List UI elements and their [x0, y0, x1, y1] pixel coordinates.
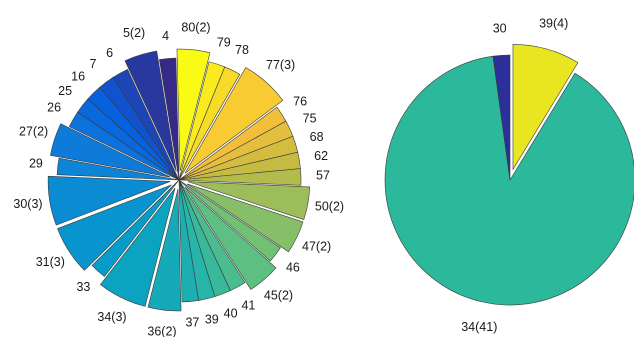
slice-label-left-26: 16 [71, 69, 85, 83]
slice-label-left-16: 37 [185, 316, 199, 330]
pie-slice-left-16 [178, 179, 199, 303]
slice-label-left-6: 68 [310, 130, 324, 144]
slice-label-left-21: 30(3) [13, 197, 42, 211]
slice-label-left-20: 31(3) [36, 255, 65, 269]
slice-label-left-10: 47(2) [302, 239, 331, 253]
slice-label-left-24: 26 [47, 101, 61, 115]
pie-slice-left-2 [178, 66, 241, 181]
pie-slice-left-12 [184, 186, 277, 290]
pie-slice-left-29 [124, 50, 177, 172]
slice-label-left-0: 80(2) [181, 20, 210, 34]
slice-label-right-1: 34(41) [461, 320, 497, 334]
pie-slice-left-3 [184, 67, 284, 174]
slice-label-left-17: 36(2) [147, 324, 176, 337]
slice-label-left-25: 25 [58, 84, 72, 98]
pie-slice-right-2 [492, 54, 511, 181]
pie-slice-left-22 [56, 157, 180, 181]
slice-label-left-28: 6 [106, 46, 113, 60]
slice-label-left-12: 45(2) [264, 288, 293, 302]
slice-label-left-18: 34(3) [97, 310, 126, 324]
slice-label-right-2: 30 [493, 22, 507, 36]
pie-slice-left-0 [176, 48, 211, 172]
slice-label-left-11: 46 [286, 260, 300, 274]
slice-label-left-4: 76 [293, 94, 307, 108]
pie-slice-left-9 [187, 181, 311, 220]
slice-label-left-13: 41 [241, 298, 255, 312]
pie-slice-right-1 [384, 55, 634, 306]
pie-slice-left-20 [57, 184, 172, 271]
slice-label-left-15: 39 [205, 312, 219, 326]
pie-chart-left: 80(2)797877(3)767568625750(2)47(2)4645(2… [13, 20, 344, 337]
pie-slice-left-17 [147, 188, 182, 312]
pie-slice-left-21 [47, 175, 171, 226]
pie-slice-left-11 [178, 179, 281, 262]
slice-label-left-2: 78 [235, 43, 249, 57]
slice-label-left-29: 5(2) [123, 26, 145, 40]
pie-chart-right: 39(4) 34(41) 30 [384, 16, 634, 334]
pie-slice-left-10 [186, 183, 304, 253]
slice-label-left-22: 29 [29, 156, 43, 170]
slice-label-left-8: 57 [316, 169, 330, 183]
slice-label-left-3: 77(3) [266, 58, 295, 72]
pie-slice-left-28 [112, 68, 180, 181]
slice-label-left-5: 75 [303, 112, 317, 126]
slice-label-left-7: 62 [314, 149, 328, 163]
slice-label-left-23: 27(2) [19, 125, 48, 139]
slice-label-right-0: 39(4) [539, 16, 568, 30]
slice-label-left-30: 4 [162, 29, 169, 43]
pie-slice-left-30 [159, 57, 180, 181]
slice-label-left-27: 7 [90, 57, 97, 71]
slice-label-left-14: 40 [224, 307, 238, 321]
slice-label-left-1: 79 [217, 35, 231, 49]
slice-label-left-19: 33 [76, 280, 90, 294]
pie-slice-right-0 [512, 44, 579, 171]
slice-label-left-9: 50(2) [315, 200, 344, 214]
pie-slice-left-19 [91, 179, 180, 277]
pie-slice-left-23 [50, 123, 171, 178]
pie-slice-left-18 [100, 187, 176, 307]
pie-slice-left-8 [178, 168, 302, 186]
